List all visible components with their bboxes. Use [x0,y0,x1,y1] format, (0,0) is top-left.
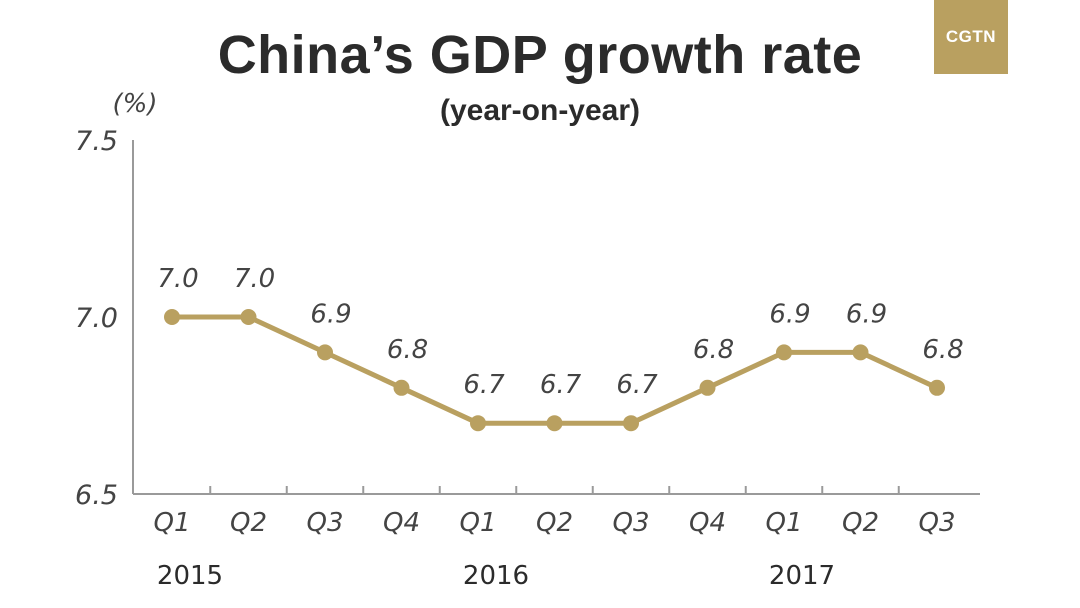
data-label: 6.8 [387,335,428,365]
x-tick-label: Q4 [689,508,726,538]
data-point [393,379,410,396]
data-label: 6.9 [846,299,887,329]
chart-title: China’s GDP growth rate [217,25,863,85]
data-label: 7.0 [234,264,275,294]
data-label: 6.8 [693,335,734,365]
x-tick-label: Q2 [536,508,573,538]
chart-subtitle: (year-on-year) [439,94,641,127]
data-series: 7.0 7.0 6.9 6.8 6.7 6.7 6.7 6.8 6.9 6.9 6.8 [157,264,964,432]
data-label: 7.0 [157,264,198,294]
data-label: 6.7 [616,370,658,400]
x-tick-label: Q4 [383,508,420,538]
data-label: 6.9 [769,299,810,329]
data-point [776,344,792,361]
y-axis-unit-label: (%) [113,89,158,119]
data-point [929,379,945,396]
y-tick-label: 7.0 [75,303,118,334]
x-tick-label: Q3 [612,508,649,538]
x-tick-label: Q3 [306,508,343,538]
x-tick-label: Q3 [918,508,955,538]
year-label: 2017 [769,561,835,591]
data-point [240,309,257,325]
data-point [164,309,180,325]
x-tick-label: Q1 [765,508,802,538]
year-label: 2015 [157,561,223,591]
data-point [470,415,486,432]
data-point [317,344,333,361]
data-label: 6.7 [540,370,582,400]
year-labels: 2015 2016 2017 [157,561,835,591]
data-label: 6.7 [463,370,505,400]
year-label: 2016 [463,561,529,591]
data-label: 6.8 [922,335,963,365]
y-tick-label: 7.5 [75,126,118,157]
cgtn-logo: CGTN [934,0,1008,74]
data-point [699,379,716,396]
x-tick-label: Q1 [153,508,190,538]
tick-labels: 7.5 7.0 6.5 Q1 Q2 Q3 Q4 Q1 Q2 Q3 Q4 Q1 Q2 Q3 [75,126,955,538]
y-tick-label: 6.5 [75,480,118,511]
x-tick-label: Q1 [459,508,496,538]
data-point [852,344,869,361]
data-point [623,415,639,432]
x-tick-label: Q2 [230,508,267,538]
x-tick-label: Q2 [842,508,879,538]
data-point [546,415,563,432]
axes [132,140,980,495]
data-label: 6.9 [310,299,351,329]
